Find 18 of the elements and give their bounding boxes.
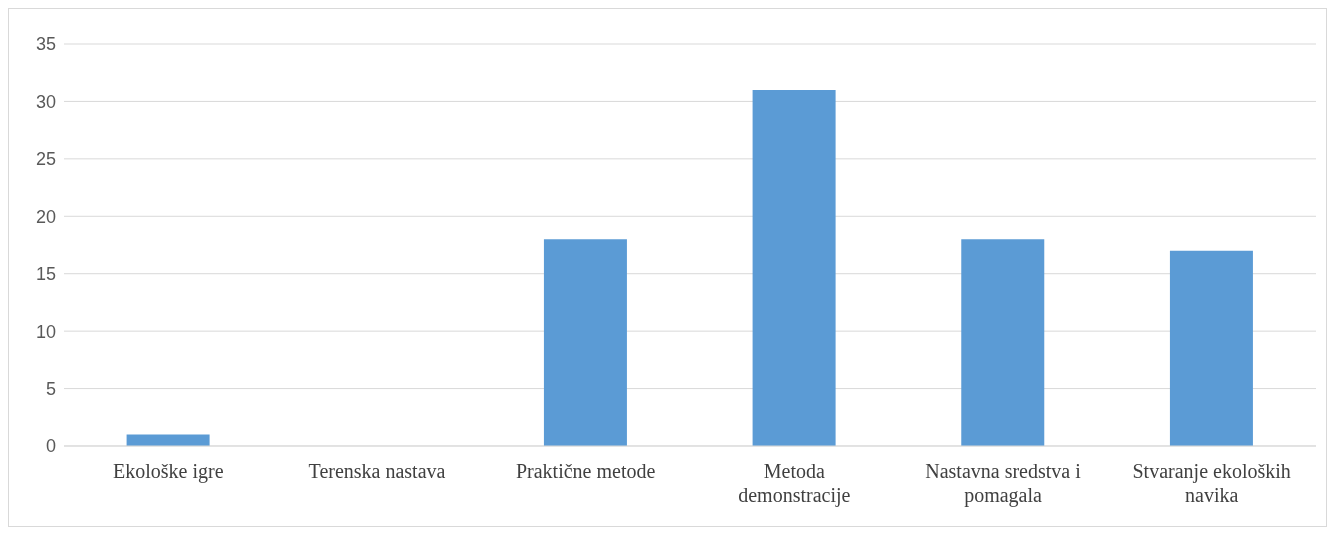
bar bbox=[543, 239, 627, 446]
x-tick-label: Ekološke igre bbox=[113, 460, 224, 483]
y-tick-label: 10 bbox=[35, 321, 56, 342]
x-tick-label: Praktične metode bbox=[515, 460, 656, 482]
y-tick-label: 15 bbox=[35, 264, 56, 285]
y-tick-label: 30 bbox=[35, 91, 56, 112]
bar bbox=[752, 89, 836, 446]
y-tick-label: 0 bbox=[45, 436, 56, 457]
y-tick-label: 35 bbox=[35, 34, 56, 55]
bar bbox=[1169, 250, 1253, 446]
x-tick-label: Metoda demonstracije bbox=[738, 460, 851, 507]
x-tick-label: Terenska nastava bbox=[308, 460, 446, 482]
x-tick-label: Nastavna sredstva i pomagala bbox=[925, 460, 1082, 507]
y-tick-label: 20 bbox=[35, 206, 56, 227]
y-tick-label: 5 bbox=[45, 378, 56, 399]
x-tick-label: Stvaranje ekoloških navika bbox=[1132, 460, 1291, 506]
y-tick-label: 25 bbox=[35, 149, 56, 170]
bar bbox=[961, 239, 1045, 446]
